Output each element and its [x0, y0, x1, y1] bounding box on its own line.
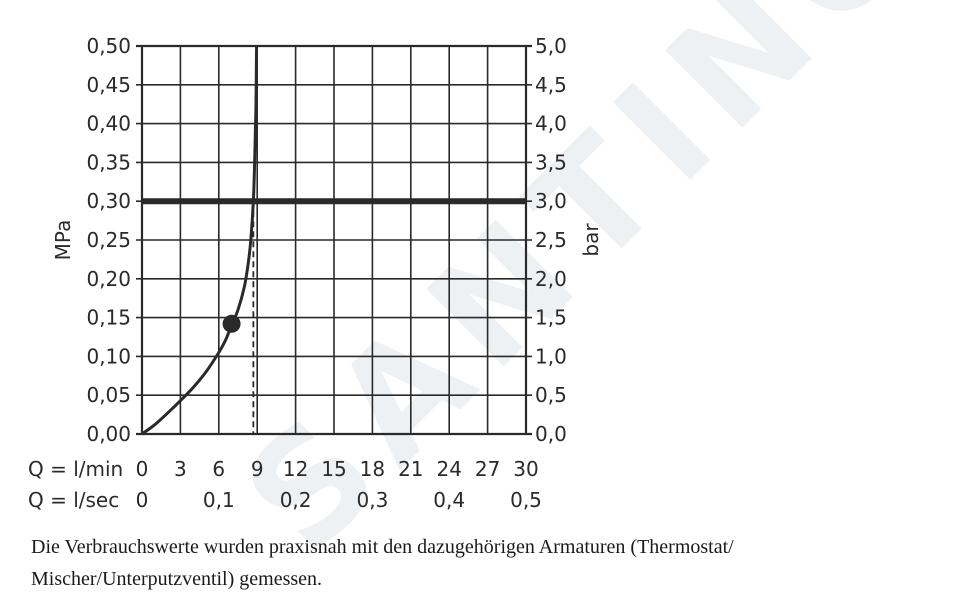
y-right-tick-label: 4,5: [535, 73, 567, 97]
x-tick-label-lmin: 18: [360, 457, 385, 481]
x-axis-title-lmin: Q = l/min: [28, 457, 123, 481]
x-tick-label-lsec: 0,4: [433, 488, 465, 512]
y-right-tick-label: 5,0: [535, 34, 567, 58]
x-tick-label-lsec: 0,3: [356, 488, 388, 512]
x-tick-label-lmin: 0: [136, 457, 149, 481]
y-left-axis-title: MPa: [51, 220, 75, 261]
y-right-tick-label: 4,0: [535, 112, 567, 136]
y-left-tick-label: 0,10: [86, 344, 131, 368]
x-tick-label-lsec: 0,2: [280, 488, 312, 512]
measurement-note: Die Verbrauchswerte wurden praxisnah mit…: [31, 536, 734, 590]
x-axis-title-lsec: Q = l/sec: [28, 488, 119, 512]
x-tick-label-lsec: 0,5: [510, 488, 542, 512]
y-right-tick-label: 2,5: [535, 228, 567, 252]
y-left-tick-label: 0,20: [86, 267, 131, 291]
x-tick-label-lmin: 3: [174, 457, 187, 481]
y-right-tick-label: 0,5: [535, 383, 567, 407]
x-tick-label-lmin: 30: [513, 457, 538, 481]
y-right-tick-label: 1,0: [535, 344, 567, 368]
y-right-tick-label: 2,0: [535, 267, 567, 291]
y-right-tick-label: 0,0: [535, 422, 567, 446]
x-tick-label-lmin: 27: [475, 457, 500, 481]
y-left-tick-label: 0,30: [86, 189, 131, 213]
y-left-tick-label: 0,15: [86, 306, 131, 330]
x-tick-label-lmin: 15: [321, 457, 346, 481]
y-left-tick-label: 0,40: [86, 112, 131, 136]
y-right-tick-label: 3,5: [535, 150, 567, 174]
x-tick-label-lsec: 0,1: [203, 488, 235, 512]
y-left-tick-label: 0,25: [86, 228, 131, 252]
y-right-tick-label: 1,5: [535, 306, 567, 330]
x-tick-label-lmin: 12: [283, 457, 308, 481]
y-left-tick-label: 0,35: [86, 150, 131, 174]
x-tick-label-lmin: 24: [436, 457, 461, 481]
x-tick-label-lmin: 6: [212, 457, 225, 481]
y-right-tick-label: 3,0: [535, 189, 567, 213]
y-left-tick-label: 0,45: [86, 73, 131, 97]
y-left-tick-label: 0,50: [86, 34, 131, 58]
operating-point-marker: [222, 314, 241, 333]
y-left-tick-label: 0,05: [86, 383, 131, 407]
y-right-axis-title: bar: [579, 223, 603, 257]
x-tick-label-lmin: 21: [398, 457, 423, 481]
pressure-flow-chart: 0 3 6 9 12 15 18 21 24 27 300,00 0,00,05 0,50,10 1,00…: [28, 34, 603, 512]
x-tick-label-lmin: 9: [251, 457, 264, 481]
x-tick-label-lsec: 0: [136, 488, 149, 512]
y-left-tick-label: 0,00: [86, 422, 131, 446]
